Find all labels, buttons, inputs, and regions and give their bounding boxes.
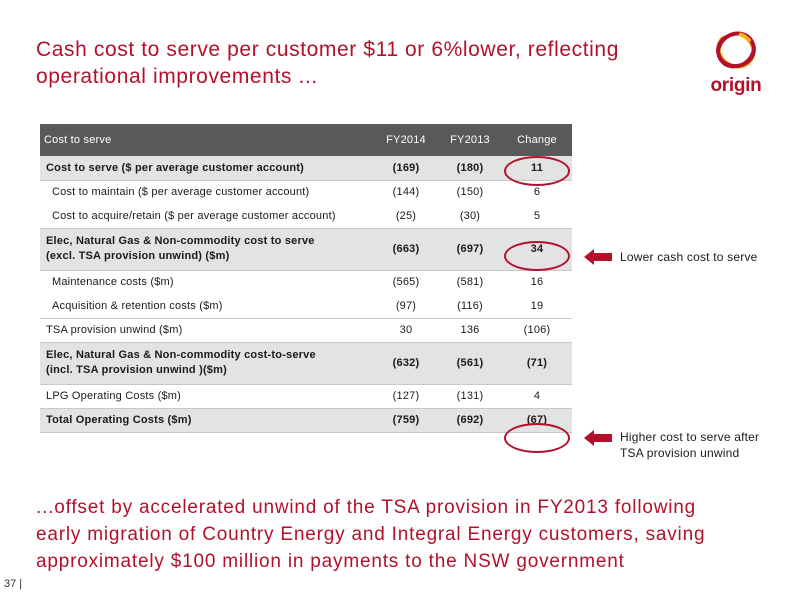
row-fy2013: (131) [438, 384, 502, 409]
row-fy2013: (581) [456, 276, 484, 289]
row-change: 6 [533, 186, 541, 199]
header-fy2014: FY2014 [374, 124, 438, 156]
table-row: Elec, Natural Gas & Non-commodity cost t… [40, 228, 572, 271]
footer-line-1: ...offset by accelerated unwind of the T… [36, 497, 696, 518]
row-fy2013: (30) [438, 204, 502, 229]
slide-title: Cash cost to serve per customer $11 or 6… [36, 36, 676, 90]
row-fy2013: (561) [438, 342, 502, 385]
row-fy2014: (663) [374, 228, 438, 271]
callout-lower-cash-cost: Lower cash cost to serve [620, 250, 758, 264]
row-label-line-1: Elec, Natural Gas & Non-commodity cost-t… [46, 349, 316, 361]
table-row: Total Operating Costs ($m) (759) (692) (… [40, 408, 572, 433]
table-row: Maintenance costs ($m) (565) (581) 16 [40, 270, 572, 294]
header-change: Change [502, 124, 572, 156]
row-fy2014: (97) [374, 294, 438, 319]
highlight-ring-total [504, 423, 570, 453]
row-label: Maintenance costs ($m) [52, 276, 174, 289]
row-label: TSA provision unwind ($m) [40, 318, 374, 343]
row-label: Elec, Natural Gas & Non-commodity cost-t… [40, 342, 374, 385]
row-fy2014: (632) [374, 342, 438, 385]
table-header-row: Cost to serve FY2014 FY2013 Change [40, 124, 572, 156]
row-change: 16 [530, 276, 544, 289]
row-fy2014: (144) [392, 186, 420, 199]
page-number: 37 | [4, 578, 23, 590]
row-fy2014: (565) [392, 276, 420, 289]
row-fy2013: (180) [438, 156, 502, 181]
row-fy2013: (697) [438, 228, 502, 271]
row-fy2014: (759) [374, 408, 438, 433]
row-label: LPG Operating Costs ($m) [40, 384, 374, 409]
row-label-line-1: Elec, Natural Gas & Non-commodity cost t… [46, 235, 315, 247]
row-change: (71) [502, 342, 572, 385]
row-fy2014: 30 [374, 318, 438, 343]
row-label: Cost to acquire/retain ($ per average cu… [40, 204, 374, 229]
callout-line-2: TSA provision unwind [620, 446, 740, 460]
arrow-left-icon [584, 249, 612, 265]
table-row: Acquisition & retention costs ($m) (97) … [40, 294, 572, 319]
callout-line-1: Higher cost to serve after [620, 430, 760, 444]
footer-line-2: early migration of Country Energy and In… [36, 524, 706, 545]
callout-higher-cost: Higher cost to serve after TSA provision… [620, 429, 759, 461]
row-change: 19 [502, 294, 572, 319]
header-cost-to-serve: Cost to serve [40, 124, 374, 156]
row-change: (106) [502, 318, 572, 343]
table-row: LPG Operating Costs ($m) (127) (131) 4 [40, 384, 572, 409]
table-row: Cost to serve ($ per average customer ac… [40, 156, 572, 181]
table-row: Cost to maintain ($ per average customer… [40, 180, 572, 204]
row-label: Acquisition & retention costs ($m) [40, 294, 374, 319]
origin-logo: origin [700, 22, 772, 104]
cost-to-serve-table: Cost to serve FY2014 FY2013 Change Cost … [40, 124, 572, 433]
row-fy2014: (169) [374, 156, 438, 181]
row-fy2013: (692) [438, 408, 502, 433]
highlight-ring-excl-tsa [504, 241, 570, 271]
title-line-1: Cash cost to serve per customer $11 or 6… [36, 38, 619, 61]
row-change: 4 [502, 384, 572, 409]
footer-statement: ...offset by accelerated unwind of the T… [36, 494, 776, 575]
row-fy2013: (116) [438, 294, 502, 319]
row-label-line-2: (excl. TSA provision unwind) ($m) [46, 250, 230, 262]
highlight-ring-cost-to-serve [504, 156, 570, 186]
row-label: Cost to serve ($ per average customer ac… [40, 156, 374, 181]
row-label: Cost to maintain ($ per average customer… [52, 186, 310, 199]
origin-ring-icon [716, 31, 756, 69]
header-fy2013: FY2013 [438, 124, 502, 156]
row-change: 5 [502, 204, 572, 229]
row-fy2014: (127) [374, 384, 438, 409]
row-fy2014: (25) [374, 204, 438, 229]
title-line-2: operational improvements ... [36, 65, 318, 88]
logo-text: origin [710, 75, 762, 96]
table-row: Elec, Natural Gas & Non-commodity cost-t… [40, 342, 572, 385]
row-label: Total Operating Costs ($m) [40, 408, 374, 433]
row-fy2013: (150) [456, 186, 484, 199]
arrow-left-icon [584, 430, 612, 446]
footer-line-3: approximately $100 million in payments t… [36, 551, 625, 572]
table-row: TSA provision unwind ($m) 30 136 (106) [40, 318, 572, 343]
row-label-line-2: (incl. TSA provision unwind )($m) [46, 364, 227, 376]
row-label: Elec, Natural Gas & Non-commodity cost t… [40, 228, 374, 271]
table-row: Cost to acquire/retain ($ per average cu… [40, 204, 572, 229]
row-fy2013: 136 [438, 318, 502, 343]
